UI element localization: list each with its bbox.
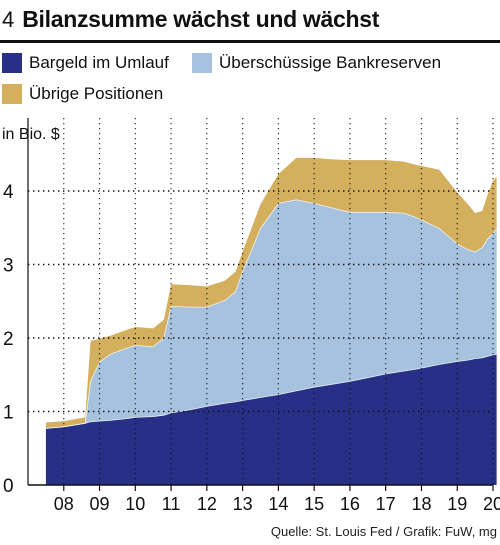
source-note: Quelle: St. Louis Fed / Grafik: FuW, mg [270, 524, 497, 539]
x-tick-label-08: 08 [54, 494, 74, 514]
x-tick-label-19: 19 [447, 494, 467, 514]
legend-swatch-bargeld [2, 53, 22, 73]
x-tick-labels: 08 09 10 11 12 13 14 15 16 17 18 19 20 [54, 494, 500, 514]
legend-swatch-uebrige [2, 84, 22, 104]
x-tick-label-13: 13 [233, 494, 253, 514]
area-bargeld [45, 354, 497, 485]
axes [27, 118, 494, 491]
chart-title: Bilanzsumme wächst und wächst [22, 6, 380, 32]
x-tick-label-11: 11 [162, 494, 181, 514]
gridlines [28, 118, 494, 485]
figure-number: 4 [2, 7, 15, 32]
legend-label-uebrige: Übrige Positionen [29, 84, 164, 103]
y-tick-labels: 0 1 2 3 4 [3, 182, 14, 497]
y-tick-label-1: 1 [3, 403, 14, 424]
x-tick-label-14: 14 [268, 494, 288, 514]
y-axis-unit-label: in Bio. $ [2, 126, 60, 143]
x-tick-label-12: 12 [197, 494, 217, 514]
layer-boundary-1 [45, 199, 497, 429]
x-tick-label-18: 18 [411, 494, 431, 514]
y-tick-label-2: 2 [3, 329, 14, 350]
y-tick-label-4: 4 [3, 182, 14, 203]
area-layers [45, 157, 497, 485]
x-tick-label-15: 15 [304, 494, 324, 514]
legend-swatch-bankreserven [192, 53, 212, 73]
x-tick-label-17: 17 [376, 494, 396, 514]
legend-label-bankreserven: Überschüssige Bankreserven [219, 53, 442, 72]
legend-label-bargeld: Bargeld im Umlauf [29, 53, 169, 72]
chart-header: 4 Bilanzsumme wächst und wächst [2, 6, 379, 34]
title-rule [0, 40, 500, 43]
legend-item-bargeld: Bargeld im Umlauf [2, 53, 169, 73]
x-tick-label-16: 16 [340, 494, 360, 514]
layer-boundary-0 [45, 353, 497, 429]
y-tick-label-3: 3 [3, 256, 14, 277]
legend-item-bankreserven: Überschüssige Bankreserven [192, 53, 441, 73]
legend-item-uebrige: Übrige Positionen [2, 84, 163, 104]
y-tick-label-0: 0 [3, 476, 14, 497]
area-uebrige [45, 157, 497, 429]
x-tick-label-20: 20 [483, 494, 500, 514]
x-tick-label-10: 10 [125, 494, 145, 514]
area-bankreserven [45, 199, 497, 429]
x-tick-label-09: 09 [90, 494, 110, 514]
